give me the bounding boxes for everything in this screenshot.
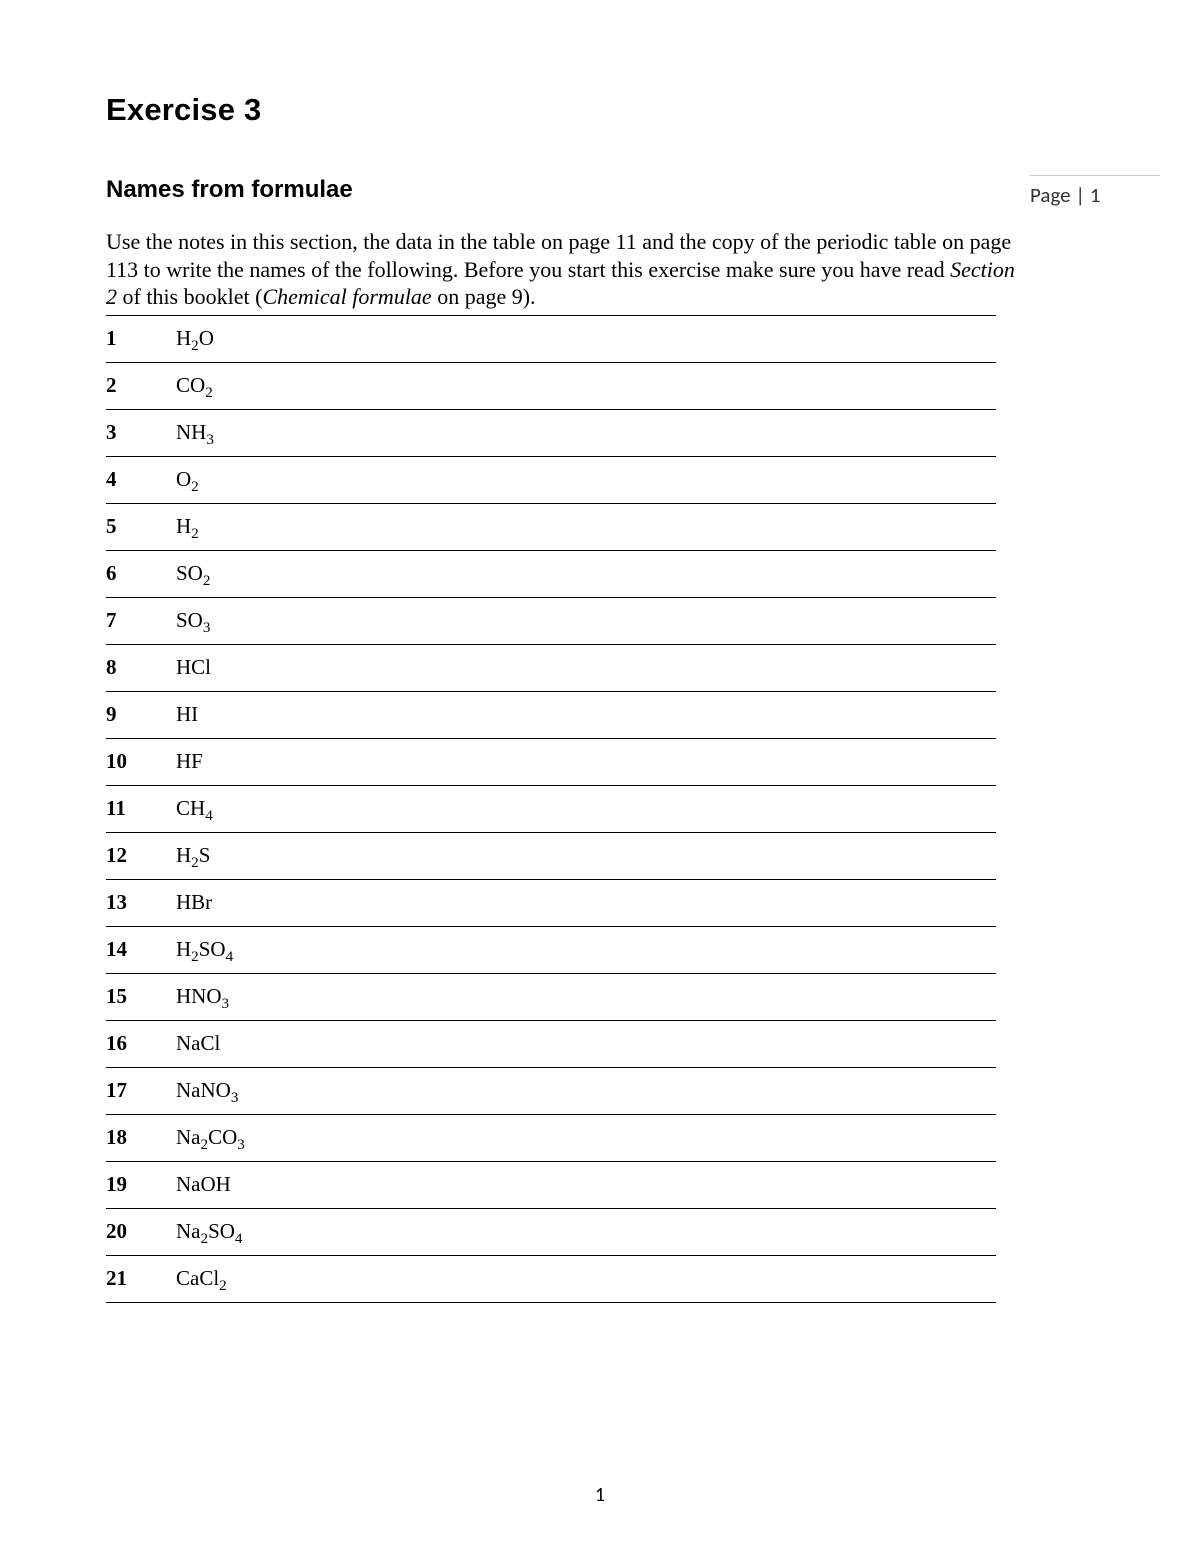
chemical-formula: HCl <box>176 644 316 691</box>
answer-blank <box>316 785 996 832</box>
answer-blank <box>316 362 996 409</box>
row-number: 10 <box>106 738 176 785</box>
row-number: 9 <box>106 691 176 738</box>
answer-blank <box>316 644 996 691</box>
table-row: 16NaCl <box>106 1020 996 1067</box>
row-number: 1 <box>106 315 176 362</box>
row-number: 16 <box>106 1020 176 1067</box>
exercise-title: Exercise 3 <box>106 92 1100 128</box>
answer-blank <box>316 409 996 456</box>
row-number: 8 <box>106 644 176 691</box>
row-number: 5 <box>106 503 176 550</box>
instructions-part1: Use the notes in this section, the data … <box>106 229 1011 282</box>
row-number: 15 <box>106 973 176 1020</box>
table-row: 5H2 <box>106 503 996 550</box>
table-row: 13HBr <box>106 879 996 926</box>
row-number: 18 <box>106 1114 176 1161</box>
row-number: 13 <box>106 879 176 926</box>
table-row: 4O2 <box>106 456 996 503</box>
chemical-formula: Na2SO4 <box>176 1208 316 1255</box>
chemical-formula: H2 <box>176 503 316 550</box>
chemical-formula: SO3 <box>176 597 316 644</box>
table-row: 14H2SO4 <box>106 926 996 973</box>
table-row: 20Na2SO4 <box>106 1208 996 1255</box>
chemical-formula: Na2CO3 <box>176 1114 316 1161</box>
chemical-formula: NaCl <box>176 1020 316 1067</box>
answer-blank <box>316 1067 996 1114</box>
formula-table: 1H2O2CO23NH34O25H26SO27SO38HCl9HI10HF11C… <box>106 315 996 1303</box>
instructions-italic2: Chemical formulae <box>262 284 431 309</box>
answer-blank <box>316 550 996 597</box>
row-number: 19 <box>106 1161 176 1208</box>
exercise-subtitle: Names from formulae <box>106 176 1100 204</box>
table-row: 21CaCl2 <box>106 1255 996 1302</box>
row-number: 12 <box>106 832 176 879</box>
answer-blank <box>316 1114 996 1161</box>
formula-table-body: 1H2O2CO23NH34O25H26SO27SO38HCl9HI10HF11C… <box>106 315 996 1302</box>
answer-blank <box>316 315 996 362</box>
table-row: 12H2S <box>106 832 996 879</box>
chemical-formula: CO2 <box>176 362 316 409</box>
table-row: 1H2O <box>106 315 996 362</box>
chemical-formula: SO2 <box>176 550 316 597</box>
answer-blank <box>316 1020 996 1067</box>
instructions-part3: on page 9). <box>432 284 536 309</box>
row-number: 2 <box>106 362 176 409</box>
table-row: 19NaOH <box>106 1161 996 1208</box>
row-number: 7 <box>106 597 176 644</box>
answer-blank <box>316 597 996 644</box>
document-page: Page | 1 Exercise 3 Names from formulae … <box>0 0 1200 1553</box>
chemical-formula: HF <box>176 738 316 785</box>
table-row: 17NaNO3 <box>106 1067 996 1114</box>
chemical-formula: NaOH <box>176 1161 316 1208</box>
answer-blank <box>316 1208 996 1255</box>
row-number: 21 <box>106 1255 176 1302</box>
table-row: 6SO2 <box>106 550 996 597</box>
table-row: 15HNO3 <box>106 973 996 1020</box>
footer-page-number: 1 <box>0 1483 1200 1507</box>
chemical-formula: CaCl2 <box>176 1255 316 1302</box>
row-number: 11 <box>106 785 176 832</box>
table-row: 7SO3 <box>106 597 996 644</box>
chemical-formula: O2 <box>176 456 316 503</box>
answer-blank <box>316 1255 996 1302</box>
answer-blank <box>316 879 996 926</box>
answer-blank <box>316 738 996 785</box>
chemical-formula: H2S <box>176 832 316 879</box>
table-row: 8HCl <box>106 644 996 691</box>
answer-blank <box>316 691 996 738</box>
chemical-formula: NaNO3 <box>176 1067 316 1114</box>
answer-blank <box>316 926 996 973</box>
chemical-formula: H2SO4 <box>176 926 316 973</box>
instructions-text: Use the notes in this section, the data … <box>106 228 1026 311</box>
row-number: 6 <box>106 550 176 597</box>
answer-blank <box>316 973 996 1020</box>
chemical-formula: HNO3 <box>176 973 316 1020</box>
row-number: 20 <box>106 1208 176 1255</box>
row-number: 14 <box>106 926 176 973</box>
answer-blank <box>316 456 996 503</box>
chemical-formula: H2O <box>176 315 316 362</box>
chemical-formula: HBr <box>176 879 316 926</box>
answer-blank <box>316 832 996 879</box>
chemical-formula: HI <box>176 691 316 738</box>
chemical-formula: CH4 <box>176 785 316 832</box>
table-row: 10HF <box>106 738 996 785</box>
row-number: 4 <box>106 456 176 503</box>
answer-blank <box>316 1161 996 1208</box>
row-number: 3 <box>106 409 176 456</box>
table-row: 11CH4 <box>106 785 996 832</box>
answer-blank <box>316 503 996 550</box>
page-marker: Page | 1 <box>1030 175 1160 208</box>
chemical-formula: NH3 <box>176 409 316 456</box>
row-number: 17 <box>106 1067 176 1114</box>
table-row: 2CO2 <box>106 362 996 409</box>
table-row: 18Na2CO3 <box>106 1114 996 1161</box>
instructions-part2: of this booklet ( <box>117 284 262 309</box>
table-row: 9HI <box>106 691 996 738</box>
table-row: 3NH3 <box>106 409 996 456</box>
